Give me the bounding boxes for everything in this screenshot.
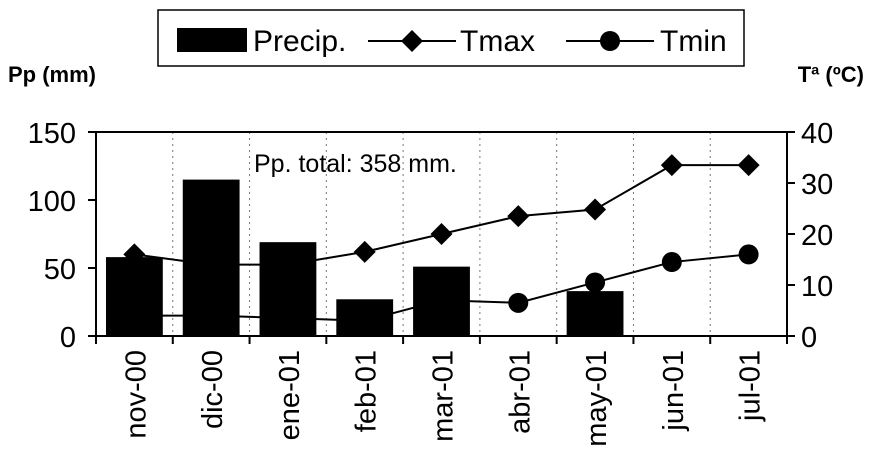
tmin-point [354, 310, 375, 331]
right-y-tick-label: 40 [801, 118, 833, 150]
legend-box [157, 9, 745, 67]
legend-marker-tmax [401, 30, 423, 52]
legend-swatch-precip [177, 28, 247, 52]
tmin-point [661, 252, 682, 273]
right-y-tick-label: 10 [801, 271, 833, 303]
tmax-point [507, 205, 530, 228]
total-precip-annotation: Pp. total: 358 mm. [254, 150, 457, 178]
left-axis-label: Pp (mm) [8, 62, 96, 87]
tmax-point [737, 154, 760, 177]
tmax-point [123, 243, 146, 266]
legend-marker-tmin [600, 31, 620, 51]
x-tick-label: feb-01 [351, 350, 383, 432]
left-y-tick-label: 0 [60, 322, 76, 354]
x-tick-label: mar-01 [428, 350, 460, 442]
x-tick-label: dic-00 [197, 350, 229, 429]
legend-label-precip: Precip. [253, 25, 346, 58]
tmin-point [124, 305, 145, 326]
tmax-point [276, 253, 299, 276]
precip-bar [566, 291, 624, 336]
right-y-tick-label: 30 [801, 169, 833, 201]
tmax-point [430, 223, 453, 245]
tmin-point [738, 244, 759, 265]
tmax-point [200, 253, 223, 276]
tmin-point [277, 308, 298, 329]
left-y-tick-label: 50 [44, 254, 76, 286]
x-tick-label: abr-01 [504, 350, 536, 434]
tmin-point [508, 292, 529, 313]
tmax-point [584, 198, 607, 221]
legend: Precip. Tmax Tmin [157, 9, 745, 67]
tmin-point [201, 305, 222, 326]
left-y-tick-label: 150 [28, 118, 76, 150]
tmax-point [660, 154, 683, 177]
plot-layer: 0 50 100 150 0 10 20 30 40 nov-00 dic-00 ene-01 feb-… [28, 118, 834, 447]
legend-label-tmax: Tmax [460, 25, 535, 58]
right-y-tick-label: 20 [801, 220, 833, 252]
x-tick-label: jul-01 [735, 350, 767, 422]
x-tick-label: may-01 [581, 350, 613, 447]
x-tick-label: jun-01 [658, 350, 690, 432]
x-tick-label: nov-00 [120, 350, 152, 439]
tmin-point [585, 272, 606, 293]
right-y-tick-label: 0 [801, 322, 817, 354]
right-axis-label: Tª (ºC) [798, 62, 864, 87]
tmax-point [353, 240, 376, 263]
tmin-point [431, 290, 452, 311]
left-y-tick-label: 100 [28, 186, 76, 218]
legend-label-tmin: Tmin [660, 25, 727, 58]
x-tick-label: ene-01 [274, 350, 306, 440]
